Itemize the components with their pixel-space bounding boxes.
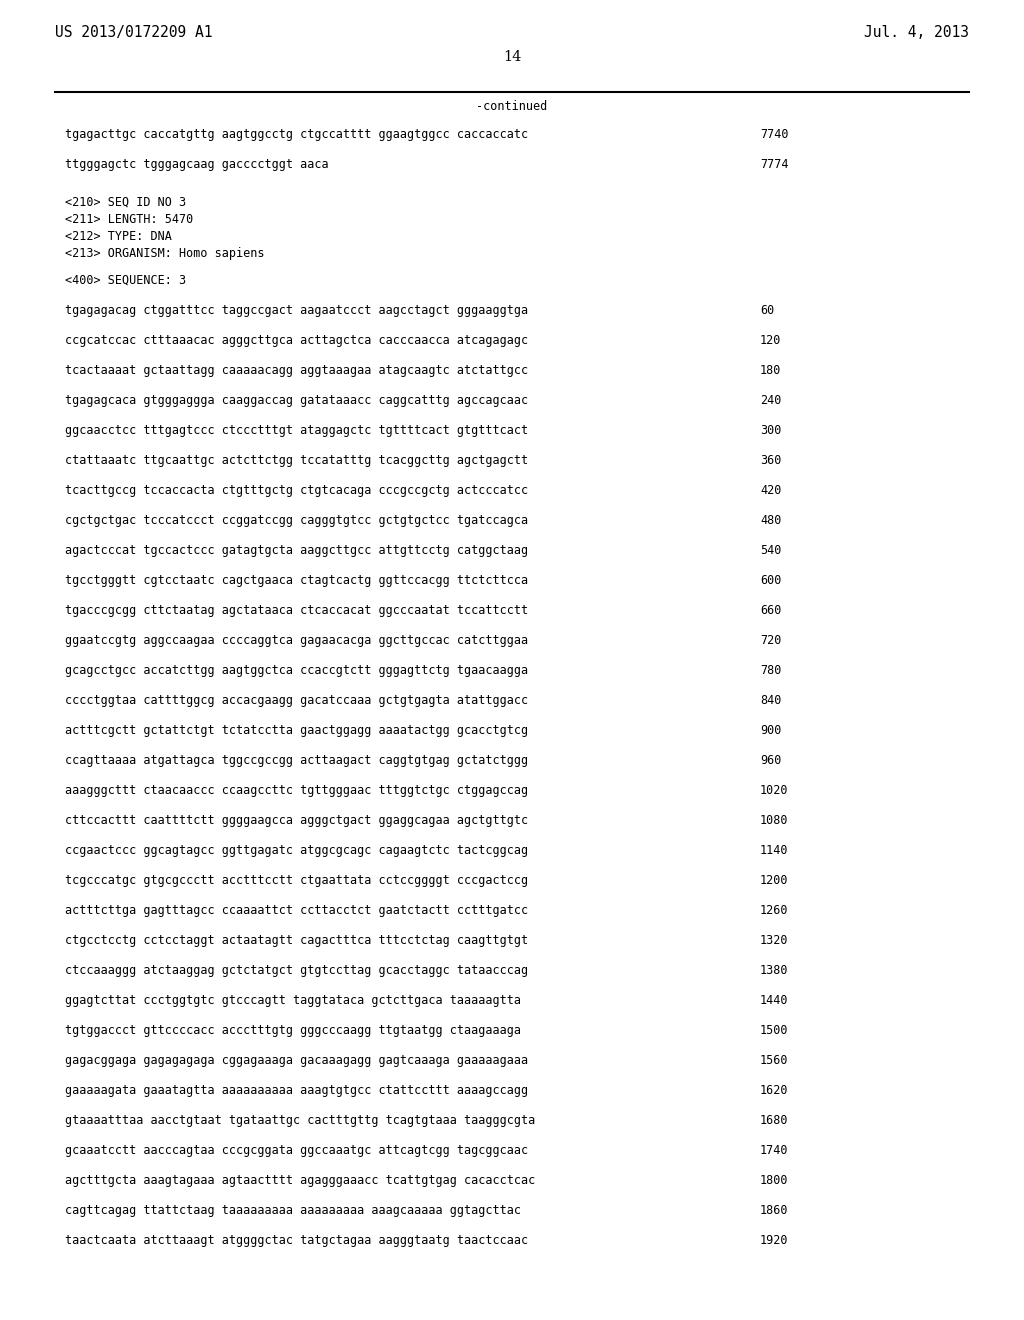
Text: 360: 360 (760, 454, 781, 467)
Text: US 2013/0172209 A1: US 2013/0172209 A1 (55, 25, 213, 40)
Text: ggaatccgtg aggccaagaa ccccaggtca gagaacacga ggcttgccac catcttggaa: ggaatccgtg aggccaagaa ccccaggtca gagaaca… (65, 634, 528, 647)
Text: tgagacttgc caccatgttg aagtggcctg ctgccatttt ggaagtggcc caccaccatc: tgagacttgc caccatgttg aagtggcctg ctgccat… (65, 128, 528, 141)
Text: tcacttgccg tccaccacta ctgtttgctg ctgtcacaga cccgccgctg actcccatcc: tcacttgccg tccaccacta ctgtttgctg ctgtcac… (65, 484, 528, 498)
Text: 1800: 1800 (760, 1173, 788, 1187)
Text: 14: 14 (503, 50, 521, 63)
Text: 1440: 1440 (760, 994, 788, 1007)
Text: taactcaata atcttaaagt atggggctac tatgctagaa aagggtaatg taactccaac: taactcaata atcttaaagt atggggctac tatgcta… (65, 1234, 528, 1247)
Text: 720: 720 (760, 634, 781, 647)
Text: 1500: 1500 (760, 1024, 788, 1038)
Text: gcagcctgcc accatcttgg aagtggctca ccaccgtctt gggagttctg tgaacaagga: gcagcctgcc accatcttgg aagtggctca ccaccgt… (65, 664, 528, 677)
Text: 1260: 1260 (760, 904, 788, 917)
Text: 1380: 1380 (760, 964, 788, 977)
Text: tgcctgggtt cgtcctaatc cagctgaaca ctagtcactg ggttccacgg ttctcttcca: tgcctgggtt cgtcctaatc cagctgaaca ctagtca… (65, 574, 528, 587)
Text: ccagttaaaa atgattagca tggccgccgg acttaagact caggtgtgag gctatctggg: ccagttaaaa atgattagca tggccgccgg acttaag… (65, 754, 528, 767)
Text: <400> SEQUENCE: 3: <400> SEQUENCE: 3 (65, 275, 186, 286)
Text: aaagggcttt ctaacaaccc ccaagccttc tgttgggaac tttggtctgc ctggagccag: aaagggcttt ctaacaaccc ccaagccttc tgttggg… (65, 784, 528, 797)
Text: 480: 480 (760, 513, 781, 527)
Text: ctccaaaggg atctaaggag gctctatgct gtgtccttag gcacctaggc tataacccag: ctccaaaggg atctaaggag gctctatgct gtgtcct… (65, 964, 528, 977)
Text: 120: 120 (760, 334, 781, 347)
Text: ccgcatccac ctttaaacac agggcttgca acttagctca cacccaacca atcagagagc: ccgcatccac ctttaaacac agggcttgca acttagc… (65, 334, 528, 347)
Text: agctttgcta aaagtagaaa agtaactttt agagggaaacc tcattgtgag cacacctcac: agctttgcta aaagtagaaa agtaactttt agaggga… (65, 1173, 536, 1187)
Text: agactcccat tgccactccc gatagtgcta aaggcttgcc attgttcctg catggctaag: agactcccat tgccactccc gatagtgcta aaggctt… (65, 544, 528, 557)
Text: 960: 960 (760, 754, 781, 767)
Text: 1740: 1740 (760, 1144, 788, 1158)
Text: cttccacttt caattttctt ggggaagcca agggctgact ggaggcagaa agctgttgtc: cttccacttt caattttctt ggggaagcca agggctg… (65, 814, 528, 828)
Text: 900: 900 (760, 723, 781, 737)
Text: cccctggtaa cattttggcg accacgaagg gacatccaaa gctgtgagta atattggacc: cccctggtaa cattttggcg accacgaagg gacatcc… (65, 694, 528, 708)
Text: 780: 780 (760, 664, 781, 677)
Text: <212> TYPE: DNA: <212> TYPE: DNA (65, 230, 172, 243)
Text: gaaaaagata gaaatagtta aaaaaaaaaa aaagtgtgcc ctattccttt aaaagccagg: gaaaaagata gaaatagtta aaaaaaaaaa aaagtgt… (65, 1084, 528, 1097)
Text: 540: 540 (760, 544, 781, 557)
Text: 840: 840 (760, 694, 781, 708)
Text: ctgcctcctg cctcctaggt actaatagtt cagactttca tttcctctag caagttgtgt: ctgcctcctg cctcctaggt actaatagtt cagactt… (65, 935, 528, 946)
Text: 1200: 1200 (760, 874, 788, 887)
Text: 1080: 1080 (760, 814, 788, 828)
Text: actttcgctt gctattctgt tctatcctta gaactggagg aaaatactgg gcacctgtcg: actttcgctt gctattctgt tctatcctta gaactgg… (65, 723, 528, 737)
Text: ttgggagctc tgggagcaag gacccctggt aaca: ttgggagctc tgggagcaag gacccctggt aaca (65, 158, 329, 172)
Text: cgctgctgac tcccatccct ccggatccgg cagggtgtcc gctgtgctcc tgatccagca: cgctgctgac tcccatccct ccggatccgg cagggtg… (65, 513, 528, 527)
Text: 1680: 1680 (760, 1114, 788, 1127)
Text: tgagagcaca gtgggaggga caaggaccag gatataaacc caggcatttg agccagcaac: tgagagcaca gtgggaggga caaggaccag gatataa… (65, 393, 528, 407)
Text: <210> SEQ ID NO 3: <210> SEQ ID NO 3 (65, 195, 186, 209)
Text: 1560: 1560 (760, 1053, 788, 1067)
Text: cagttcagag ttattctaag taaaaaaaaa aaaaaaaaa aaagcaaaaa ggtagcttac: cagttcagag ttattctaag taaaaaaaaa aaaaaaa… (65, 1204, 521, 1217)
Text: tgtggaccct gttccccacc accctttgtg gggcccaagg ttgtaatgg ctaagaaaga: tgtggaccct gttccccacc accctttgtg gggccca… (65, 1024, 521, 1038)
Text: 7774: 7774 (760, 158, 788, 172)
Text: -continued: -continued (476, 100, 548, 114)
Text: 600: 600 (760, 574, 781, 587)
Text: gagacggaga gagagagaga cggagaaaga gacaaagagg gagtcaaaga gaaaaagaaa: gagacggaga gagagagaga cggagaaaga gacaaag… (65, 1053, 528, 1067)
Text: ggcaacctcc tttgagtccc ctccctttgt ataggagctc tgttttcact gtgtttcact: ggcaacctcc tttgagtccc ctccctttgt ataggag… (65, 424, 528, 437)
Text: 300: 300 (760, 424, 781, 437)
Text: gtaaaatttaa aacctgtaat tgataattgc cactttgttg tcagtgtaaa taagggcgta: gtaaaatttaa aacctgtaat tgataattgc cacttt… (65, 1114, 536, 1127)
Text: 1020: 1020 (760, 784, 788, 797)
Text: <211> LENGTH: 5470: <211> LENGTH: 5470 (65, 213, 194, 226)
Text: tgacccgcgg cttctaatag agctataaca ctcaccacat ggcccaatat tccattcctt: tgacccgcgg cttctaatag agctataaca ctcacca… (65, 605, 528, 616)
Text: ctattaaatc ttgcaattgc actcttctgg tccatatttg tcacggcttg agctgagctt: ctattaaatc ttgcaattgc actcttctgg tccatat… (65, 454, 528, 467)
Text: 1920: 1920 (760, 1234, 788, 1247)
Text: ggagtcttat ccctggtgtc gtcccagtt taggtataca gctcttgaca taaaaagtta: ggagtcttat ccctggtgtc gtcccagtt taggtata… (65, 994, 521, 1007)
Text: actttcttga gagtttagcc ccaaaattct ccttacctct gaatctactt cctttgatcc: actttcttga gagtttagcc ccaaaattct ccttacc… (65, 904, 528, 917)
Text: gcaaatcctt aacccagtaa cccgcggata ggccaaatgc attcagtcgg tagcggcaac: gcaaatcctt aacccagtaa cccgcggata ggccaaa… (65, 1144, 528, 1158)
Text: <213> ORGANISM: Homo sapiens: <213> ORGANISM: Homo sapiens (65, 247, 264, 260)
Text: 1320: 1320 (760, 935, 788, 946)
Text: Jul. 4, 2013: Jul. 4, 2013 (864, 25, 969, 40)
Text: ccgaactccc ggcagtagcc ggttgagatc atggcgcagc cagaagtctc tactcggcag: ccgaactccc ggcagtagcc ggttgagatc atggcgc… (65, 843, 528, 857)
Text: 660: 660 (760, 605, 781, 616)
Text: tgagagacag ctggatttcc taggccgact aagaatccct aagcctagct gggaaggtga: tgagagacag ctggatttcc taggccgact aagaatc… (65, 304, 528, 317)
Text: 1620: 1620 (760, 1084, 788, 1097)
Text: tcgcccatgc gtgcgccctt acctttcctt ctgaattata cctccggggt cccgactccg: tcgcccatgc gtgcgccctt acctttcctt ctgaatt… (65, 874, 528, 887)
Text: 1860: 1860 (760, 1204, 788, 1217)
Text: tcactaaaat gctaattagg caaaaacagg aggtaaagaa atagcaagtc atctattgcc: tcactaaaat gctaattagg caaaaacagg aggtaaa… (65, 364, 528, 378)
Text: 7740: 7740 (760, 128, 788, 141)
Text: 1140: 1140 (760, 843, 788, 857)
Text: 180: 180 (760, 364, 781, 378)
Text: 60: 60 (760, 304, 774, 317)
Text: 240: 240 (760, 393, 781, 407)
Text: 420: 420 (760, 484, 781, 498)
